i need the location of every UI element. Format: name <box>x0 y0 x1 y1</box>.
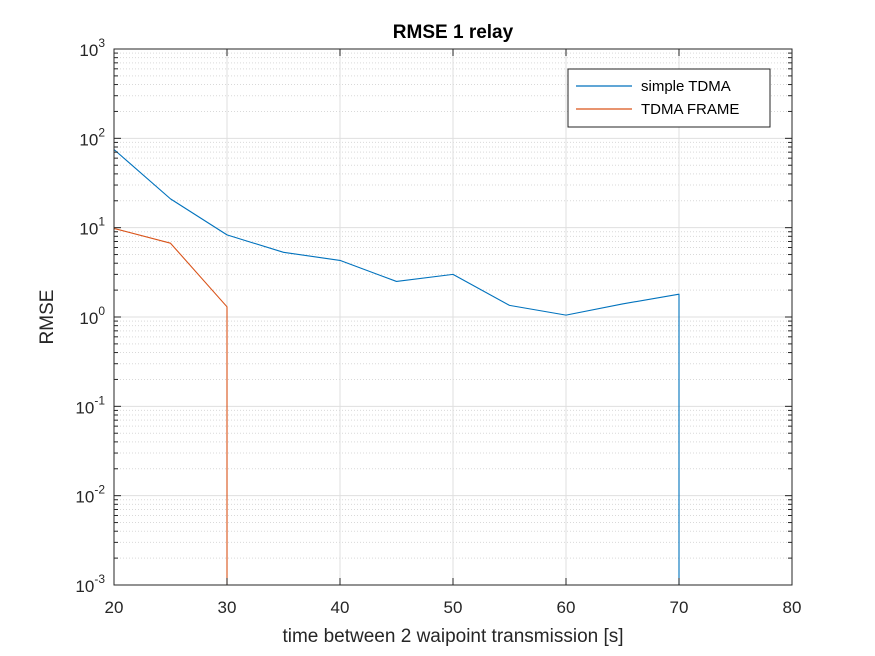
y-tick-label-exponent: -1 <box>94 393 105 407</box>
y-axis-label: RMSE <box>37 290 58 345</box>
y-tick-label-base: 10 <box>75 398 94 417</box>
series-layer <box>113 149 680 585</box>
series-line-tdma-frame <box>113 227 228 585</box>
y-tick-label: 10-1 <box>75 393 105 417</box>
x-tick-label: 20 <box>105 598 124 617</box>
y-tick-label-exponent: 1 <box>98 215 105 229</box>
y-tick-label-exponent: -3 <box>94 572 105 586</box>
y-tick-label-base: 10 <box>75 577 94 596</box>
y-tick-label: 10-3 <box>75 572 105 596</box>
x-tick-labels: 20 30 40 50 60 70 80 <box>105 598 802 617</box>
chart-title: RMSE 1 relay <box>393 22 514 43</box>
x-tick-label: 30 <box>218 598 237 617</box>
legend-label: simple TDMA <box>641 78 731 95</box>
y-tick-label-base: 10 <box>79 130 98 149</box>
y-tick-label-exponent: 2 <box>98 125 105 139</box>
y-tick-label: 100 <box>79 304 105 328</box>
legend: simple TDMA TDMA FRAME <box>567 68 771 128</box>
y-tick-label-base: 10 <box>79 309 98 328</box>
legend-label: TDMA FRAME <box>641 101 739 118</box>
y-tick-label-base: 10 <box>75 488 94 507</box>
y-tick-label: 10-2 <box>75 483 105 507</box>
y-tick-label: 102 <box>79 125 105 149</box>
y-tick-label: 101 <box>79 215 105 239</box>
tick-marks <box>113 48 793 586</box>
x-tick-label: 50 <box>444 598 463 617</box>
y-tick-label-base: 10 <box>79 220 98 239</box>
y-tick-label-base: 10 <box>79 41 98 60</box>
y-tick-label-exponent: 3 <box>98 36 105 50</box>
legend-box <box>567 68 771 128</box>
y-tick-label-exponent: 0 <box>98 304 105 318</box>
x-tick-label: 70 <box>670 598 689 617</box>
y-tick-label: 103 <box>79 36 105 60</box>
y-tick-label-exponent: -2 <box>94 483 105 497</box>
series-line-simple-tdma <box>113 149 680 585</box>
x-tick-label: 60 <box>557 598 576 617</box>
x-axis-label: time between 2 waipoint transmission [s] <box>282 626 623 647</box>
x-tick-label: 80 <box>783 598 802 617</box>
x-tick-label: 40 <box>331 598 350 617</box>
